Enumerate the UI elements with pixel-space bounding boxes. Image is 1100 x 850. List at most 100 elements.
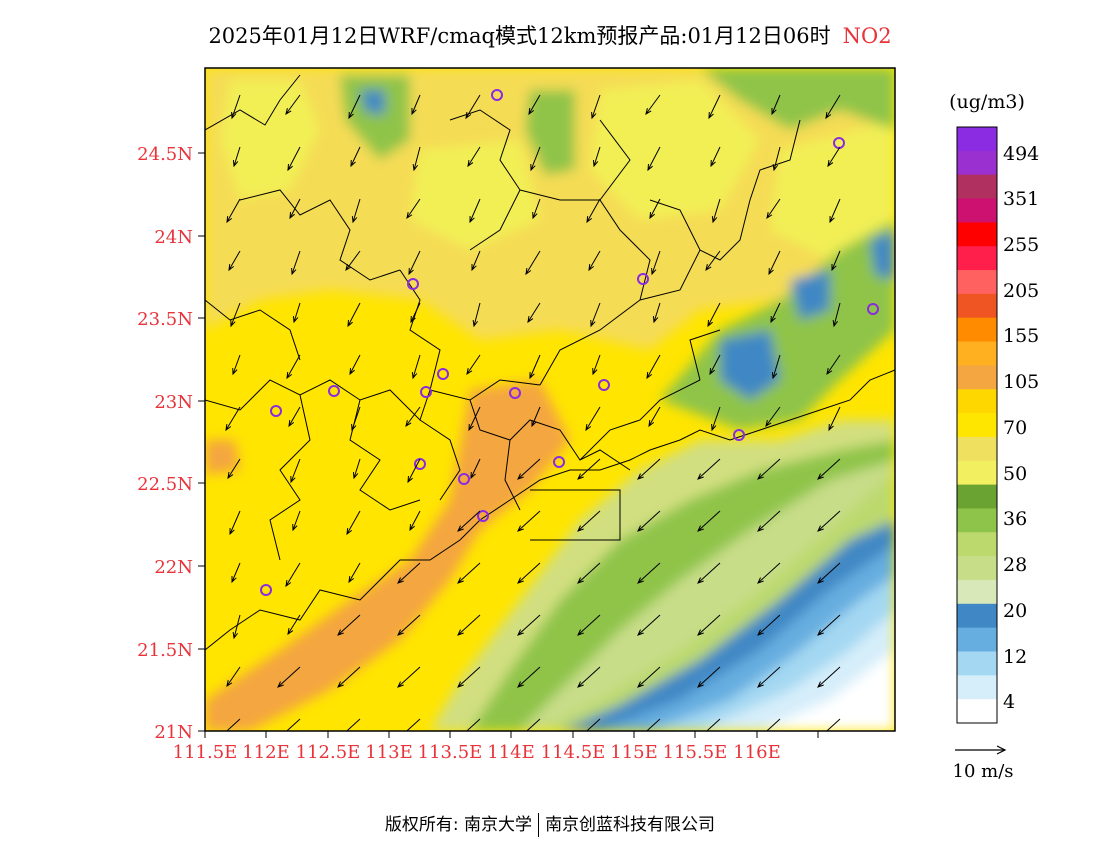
wind-arrow (347, 302, 361, 328)
legend-unit: (ug/m3) (949, 91, 1025, 113)
wind-arrow (337, 666, 361, 688)
wind-arrow (637, 614, 661, 636)
wind-arrow (410, 302, 421, 324)
pollutant-label: NO2 (842, 24, 892, 48)
wind-arrow (412, 146, 421, 172)
lon-label: 115.5E (663, 742, 728, 763)
wind-arrow (707, 302, 721, 328)
wind-arrow (577, 666, 601, 688)
wind-arrow (285, 562, 301, 588)
wind-arrow (711, 406, 721, 432)
lat-label: 22N (154, 557, 193, 578)
lat-label: 24.5N (137, 144, 193, 165)
wind-arrow (291, 250, 301, 276)
legend-swatch (957, 389, 997, 414)
wind-arrow (646, 718, 661, 731)
wind-arrow (470, 458, 481, 480)
wind-arrow (647, 146, 661, 172)
wind-arrow (348, 562, 361, 584)
wind-arrow (817, 562, 841, 584)
wind-arrow (577, 510, 601, 532)
legend-swatch (957, 174, 997, 200)
wind-arrow (232, 354, 241, 376)
wind-arrow (577, 458, 601, 480)
wind-arrow (517, 666, 541, 688)
title-text: 2025年01月12日WRF/cmaq模式12km预报产品:01月12日06时 (208, 24, 831, 48)
legend-label: 36 (1003, 508, 1027, 530)
wind-arrow (286, 718, 301, 731)
wind-arrow (710, 146, 721, 168)
wind-arrow (290, 458, 301, 484)
legend-swatch (957, 699, 997, 724)
wind-arrow (471, 250, 481, 272)
wind-arrow (468, 406, 481, 432)
wind-arrow (697, 510, 721, 532)
wind-arrow (229, 510, 241, 536)
wind-arrow (771, 94, 781, 116)
legend-swatch (957, 317, 997, 343)
wind-arrow (231, 94, 241, 120)
wind-arrow (697, 614, 721, 636)
wind-arrow (227, 458, 241, 480)
legend-swatch (957, 222, 997, 247)
wind-arrow (586, 718, 601, 731)
wind-arrow (232, 146, 241, 168)
wind-arrow (406, 718, 421, 731)
map-title: 2025年01月12日WRF/cmaq模式12km预报产品:01月12日06时 N… (0, 20, 1100, 50)
wind-arrow (577, 614, 601, 636)
wind-arrow (287, 146, 301, 172)
legend-swatch (957, 627, 997, 652)
lon-label: 115E (610, 742, 658, 763)
wind-arrow (532, 198, 541, 220)
wind-arrow (592, 354, 601, 376)
legend-label: 70 (1003, 417, 1027, 439)
wind-arrow (645, 94, 661, 116)
wind-arrow (232, 614, 241, 640)
legend-swatch (957, 341, 997, 366)
lat-label: 23N (154, 392, 193, 413)
lon-label: 111.5E (173, 742, 238, 763)
color-legend (957, 127, 997, 724)
wind-arrow (466, 718, 481, 731)
legend-swatch (957, 150, 997, 176)
legend-swatch (957, 508, 997, 533)
station-marker (733, 429, 745, 441)
wind-arrow (588, 250, 601, 272)
wind-arrow (517, 458, 541, 480)
wind-arrow (292, 302, 301, 324)
wind-arrow (407, 458, 421, 484)
wind-arrow (397, 562, 421, 584)
legend-swatch (957, 651, 997, 676)
wind-arrow (646, 354, 661, 380)
lat-label: 23.5N (137, 309, 193, 330)
wind-arrow (651, 250, 661, 276)
station-marker (491, 89, 503, 101)
station-marker (509, 387, 521, 399)
wind-arrow (705, 250, 721, 272)
legend-label: 205 (1003, 280, 1039, 302)
wind-arrow (757, 510, 781, 532)
wind-arrow (228, 250, 241, 272)
wind-arrow (457, 614, 481, 636)
wind-arrow (826, 354, 841, 376)
legend-swatch (957, 556, 997, 581)
legend-frame (956, 126, 998, 724)
legend-label: 12 (1003, 646, 1027, 668)
wind-arrow (708, 94, 721, 120)
station-marker (598, 379, 610, 391)
legend-label: 105 (1003, 371, 1039, 393)
wind-arrow (817, 458, 841, 480)
legend-label: 255 (1003, 234, 1039, 256)
station-marker (270, 405, 282, 417)
wind-arrow (288, 406, 301, 428)
footer-divider (538, 813, 540, 837)
wind-arrow (349, 354, 361, 376)
wind-arrow (466, 354, 481, 376)
lon-label: 113E (365, 742, 413, 763)
lon-label: 113.5E (418, 742, 483, 763)
admin-boundaries (205, 74, 895, 651)
wind-arrow (590, 302, 601, 328)
wind-arrow (226, 718, 241, 731)
station-marker (260, 584, 272, 596)
station-marker (437, 368, 449, 380)
